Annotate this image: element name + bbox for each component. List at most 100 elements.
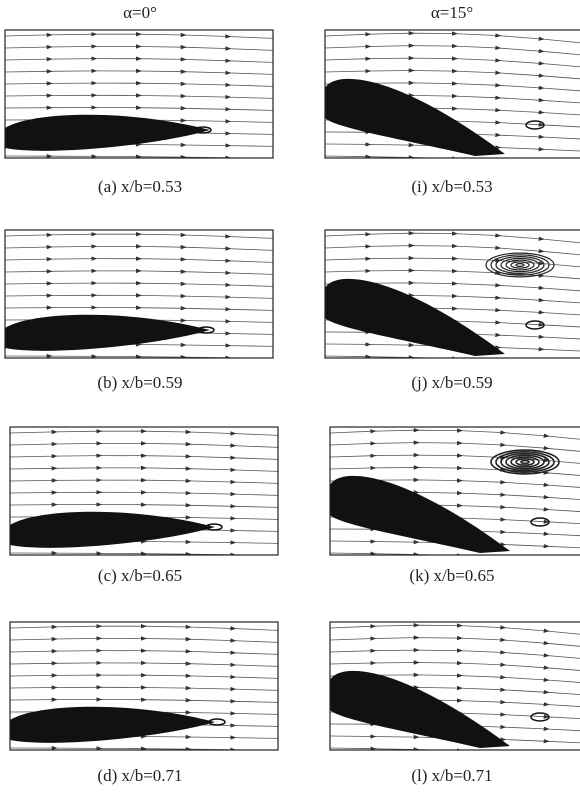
streamline [5,31,273,39]
vortex [515,263,525,268]
panel-caption: (l) x/b=0.71 [411,766,492,785]
streamline [5,256,273,263]
panel-caption: (i) x/b=0.53 [411,177,492,196]
streamline [330,440,580,452]
streamline [5,268,273,276]
airfoil [330,670,510,748]
streamline [330,660,580,671]
vortex [530,712,550,722]
streamline [5,80,273,88]
streamline [325,268,580,280]
streamline [10,697,278,704]
vortex [510,456,540,468]
airfoil [5,114,210,151]
streamline [5,68,273,76]
streamline [325,55,580,68]
streamline-panel [5,31,273,158]
streamline [10,502,278,509]
streamline [330,428,580,440]
vortex [194,126,212,134]
panel-caption: (c) x/b=0.65 [98,566,182,585]
panel-border [9,426,279,556]
streamline [5,305,273,312]
streamline [10,648,278,655]
airfoil [10,706,215,743]
panel-border [9,621,279,751]
streamline [10,660,278,668]
vortex [525,120,545,130]
streamline [325,231,580,244]
streamline [330,465,580,476]
vortex [495,451,555,473]
streamline [5,244,273,251]
streamline-panel [10,623,278,750]
streamline [325,154,545,158]
streamline [325,243,580,256]
panel-border [4,29,274,159]
streamline [5,56,273,63]
streamline [330,746,550,750]
vortex [197,326,215,334]
streamline [330,551,550,555]
vortex [495,256,545,275]
vortex [208,718,226,726]
panel-caption: (j) x/b=0.59 [411,373,492,392]
streamline [10,441,278,448]
streamline [5,93,273,100]
airfoil [325,278,505,356]
streamline-panel [325,31,580,158]
airfoil [10,511,215,548]
vortex [505,259,535,271]
streamline [10,477,278,485]
streamline-panel [330,428,580,555]
column-header: α=15° [431,3,473,22]
streamline [10,453,278,460]
streamline [10,623,278,631]
panel-caption: (b) x/b=0.59 [97,373,182,392]
airfoil [5,314,210,351]
streamline [325,354,545,358]
vortex [490,449,560,475]
vortex [505,454,545,470]
panel-border [4,229,274,359]
streamline [10,490,278,497]
vortex [205,523,223,531]
streamline [5,105,273,112]
streamline [325,31,580,44]
streamline-panel [5,231,273,358]
panel-caption: (d) x/b=0.71 [97,766,182,785]
panel-border [329,426,580,556]
streamline [5,44,273,51]
streamline [325,255,580,268]
streamline [10,428,278,436]
streamline [5,280,273,288]
column-header: α=0° [123,3,157,22]
panel-border [324,229,580,359]
streamline [10,672,278,680]
airfoil [330,475,510,553]
vortex [520,459,530,465]
streamline [330,452,580,464]
streamline [5,231,273,239]
panel-caption: (k) x/b=0.65 [409,566,494,585]
streamline [10,685,278,692]
panel-caption: (a) x/b=0.53 [98,177,182,196]
streamline [325,43,580,56]
airfoil [325,78,505,156]
vortex [490,254,550,276]
streamline [10,465,278,473]
streamline [330,635,580,647]
vortex [510,261,530,269]
streamline [10,636,278,643]
panel-border [324,29,580,159]
vortex [485,252,555,278]
vortex [500,257,540,273]
vortex [515,458,535,466]
panel-border [329,621,580,751]
streamline-panel [330,623,580,750]
vortex [530,517,550,527]
streamline [325,68,580,80]
streamline-panel [10,428,278,555]
streamline-panel [325,231,580,358]
